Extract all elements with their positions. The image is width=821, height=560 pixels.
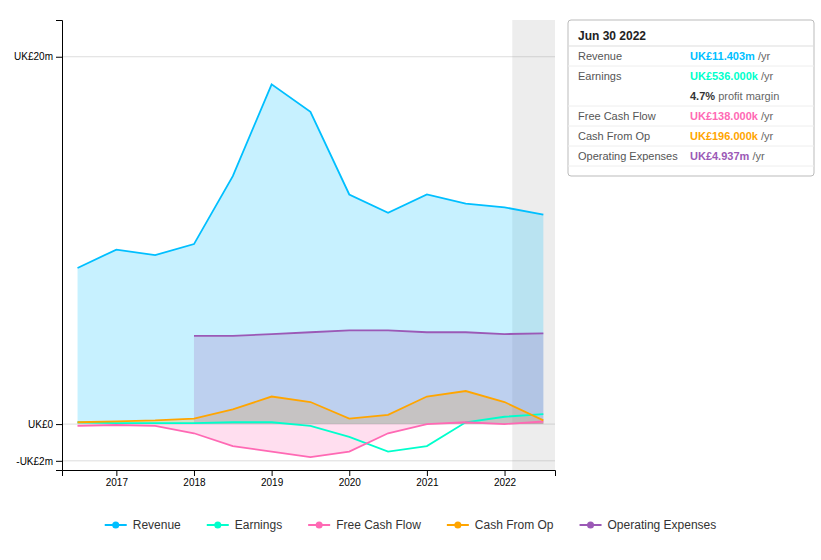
annotation-label: Earnings — [578, 70, 622, 82]
tick-label: 2019 — [261, 477, 284, 488]
separator — [568, 46, 814, 47]
area — [78, 84, 544, 424]
line — [78, 422, 544, 458]
legend-swatch-marker — [112, 522, 119, 529]
tick-label: -UK£2m — [16, 456, 53, 467]
annotation-label: Operating Expenses — [578, 150, 678, 162]
legend-item: Cash From Op — [447, 518, 554, 532]
annotation-unit: /yr — [758, 130, 774, 142]
separator — [568, 166, 814, 167]
area — [78, 422, 544, 458]
tick-mark — [427, 470, 428, 476]
separator — [568, 146, 814, 147]
tick-label: 2021 — [416, 477, 439, 488]
tick: 2021 — [416, 470, 439, 488]
annotation-title: Jun 30 2022 — [578, 29, 646, 43]
annotation-box: Jun 30 2022 Revenue UK£11.403m /yr Earnings… — [568, 20, 814, 176]
annotation-unit: /yr — [758, 70, 774, 82]
annotation-note-value: 4.7% — [690, 90, 715, 102]
x-axis: 2017 2018 2019 2020 2021 2022 — [63, 470, 556, 488]
tick: 2022 — [494, 470, 517, 488]
legend-label: Earnings — [235, 518, 282, 532]
legend-item: Free Cash Flow — [308, 518, 421, 532]
line — [78, 84, 544, 268]
tick-mark — [349, 470, 350, 476]
legend-swatch-marker — [587, 522, 594, 529]
tick-mark — [116, 470, 117, 476]
tick-label: UK£20m — [14, 51, 53, 62]
separator — [568, 126, 814, 127]
legend-label: Revenue — [133, 518, 181, 532]
annotation-label: Revenue — [578, 50, 622, 62]
tick-label: 2022 — [494, 477, 517, 488]
legend-label: Free Cash Flow — [336, 518, 421, 532]
tick-mark — [56, 57, 62, 58]
tick-mark — [56, 461, 62, 462]
tick-label: UK£0 — [28, 419, 53, 430]
annotation-label: Free Cash Flow — [578, 110, 656, 122]
axis-line — [63, 471, 556, 477]
legend: Revenue Earnings Free Cash Flow Cash From O… — [105, 518, 717, 532]
separator — [568, 66, 814, 67]
legend-label: Cash From Op — [475, 518, 554, 532]
legend-item: Earnings — [207, 518, 282, 532]
grid — [62, 57, 555, 461]
tick: UK£20m — [14, 51, 62, 62]
annotation-value: UK£11.403m — [690, 50, 755, 62]
annotation-value: UK£536.000k — [690, 70, 759, 82]
tick-mark — [505, 470, 506, 476]
tick: 2017 — [106, 470, 129, 488]
annotation-frame — [568, 20, 814, 176]
legend-label: Operating Expenses — [608, 518, 717, 532]
annotation-label: Cash From Op — [578, 130, 650, 142]
annotation-unit: /yr — [749, 150, 765, 162]
tick: 2018 — [183, 470, 206, 488]
grid-line — [62, 56, 555, 57]
annotation-unit: /yr — [758, 110, 774, 122]
y-axis: UK£20m UK£0 -UK£2m — [14, 21, 62, 471]
annotation-unit: /yr — [755, 50, 771, 62]
annotation-value: UK£4.937m — [690, 150, 750, 162]
legend-swatch-marker — [454, 522, 461, 529]
tick-label: 2020 — [339, 477, 362, 488]
separator — [568, 106, 814, 107]
annotation-value: UK£196.000k — [690, 130, 759, 142]
legend-swatch-marker — [214, 522, 221, 529]
tick: UK£0 — [28, 419, 62, 430]
line — [78, 391, 544, 422]
axis-line — [56, 21, 63, 471]
annotation-value: UK£138.000k — [690, 110, 759, 122]
tick-label: 2017 — [106, 477, 129, 488]
tick: -UK£2m — [16, 456, 62, 467]
chart: 2017 2018 2019 2020 2021 2022 UK£20m UK£0 -UK£2m… — [0, 0, 821, 560]
legend-item: Operating Expenses — [580, 518, 717, 532]
plot-area — [78, 20, 555, 470]
tick: 2020 — [339, 470, 362, 488]
tick-label: 2018 — [183, 477, 206, 488]
legend-item: Revenue — [105, 518, 181, 532]
area — [194, 330, 543, 424]
tick-mark — [194, 470, 195, 476]
grid-line — [62, 460, 555, 461]
annotation-note-text: profit margin — [715, 90, 779, 102]
tick: 2019 — [261, 470, 284, 488]
line — [194, 330, 543, 336]
tick-mark — [56, 424, 62, 425]
legend-swatch-marker — [316, 522, 323, 529]
tick-mark — [272, 470, 273, 476]
